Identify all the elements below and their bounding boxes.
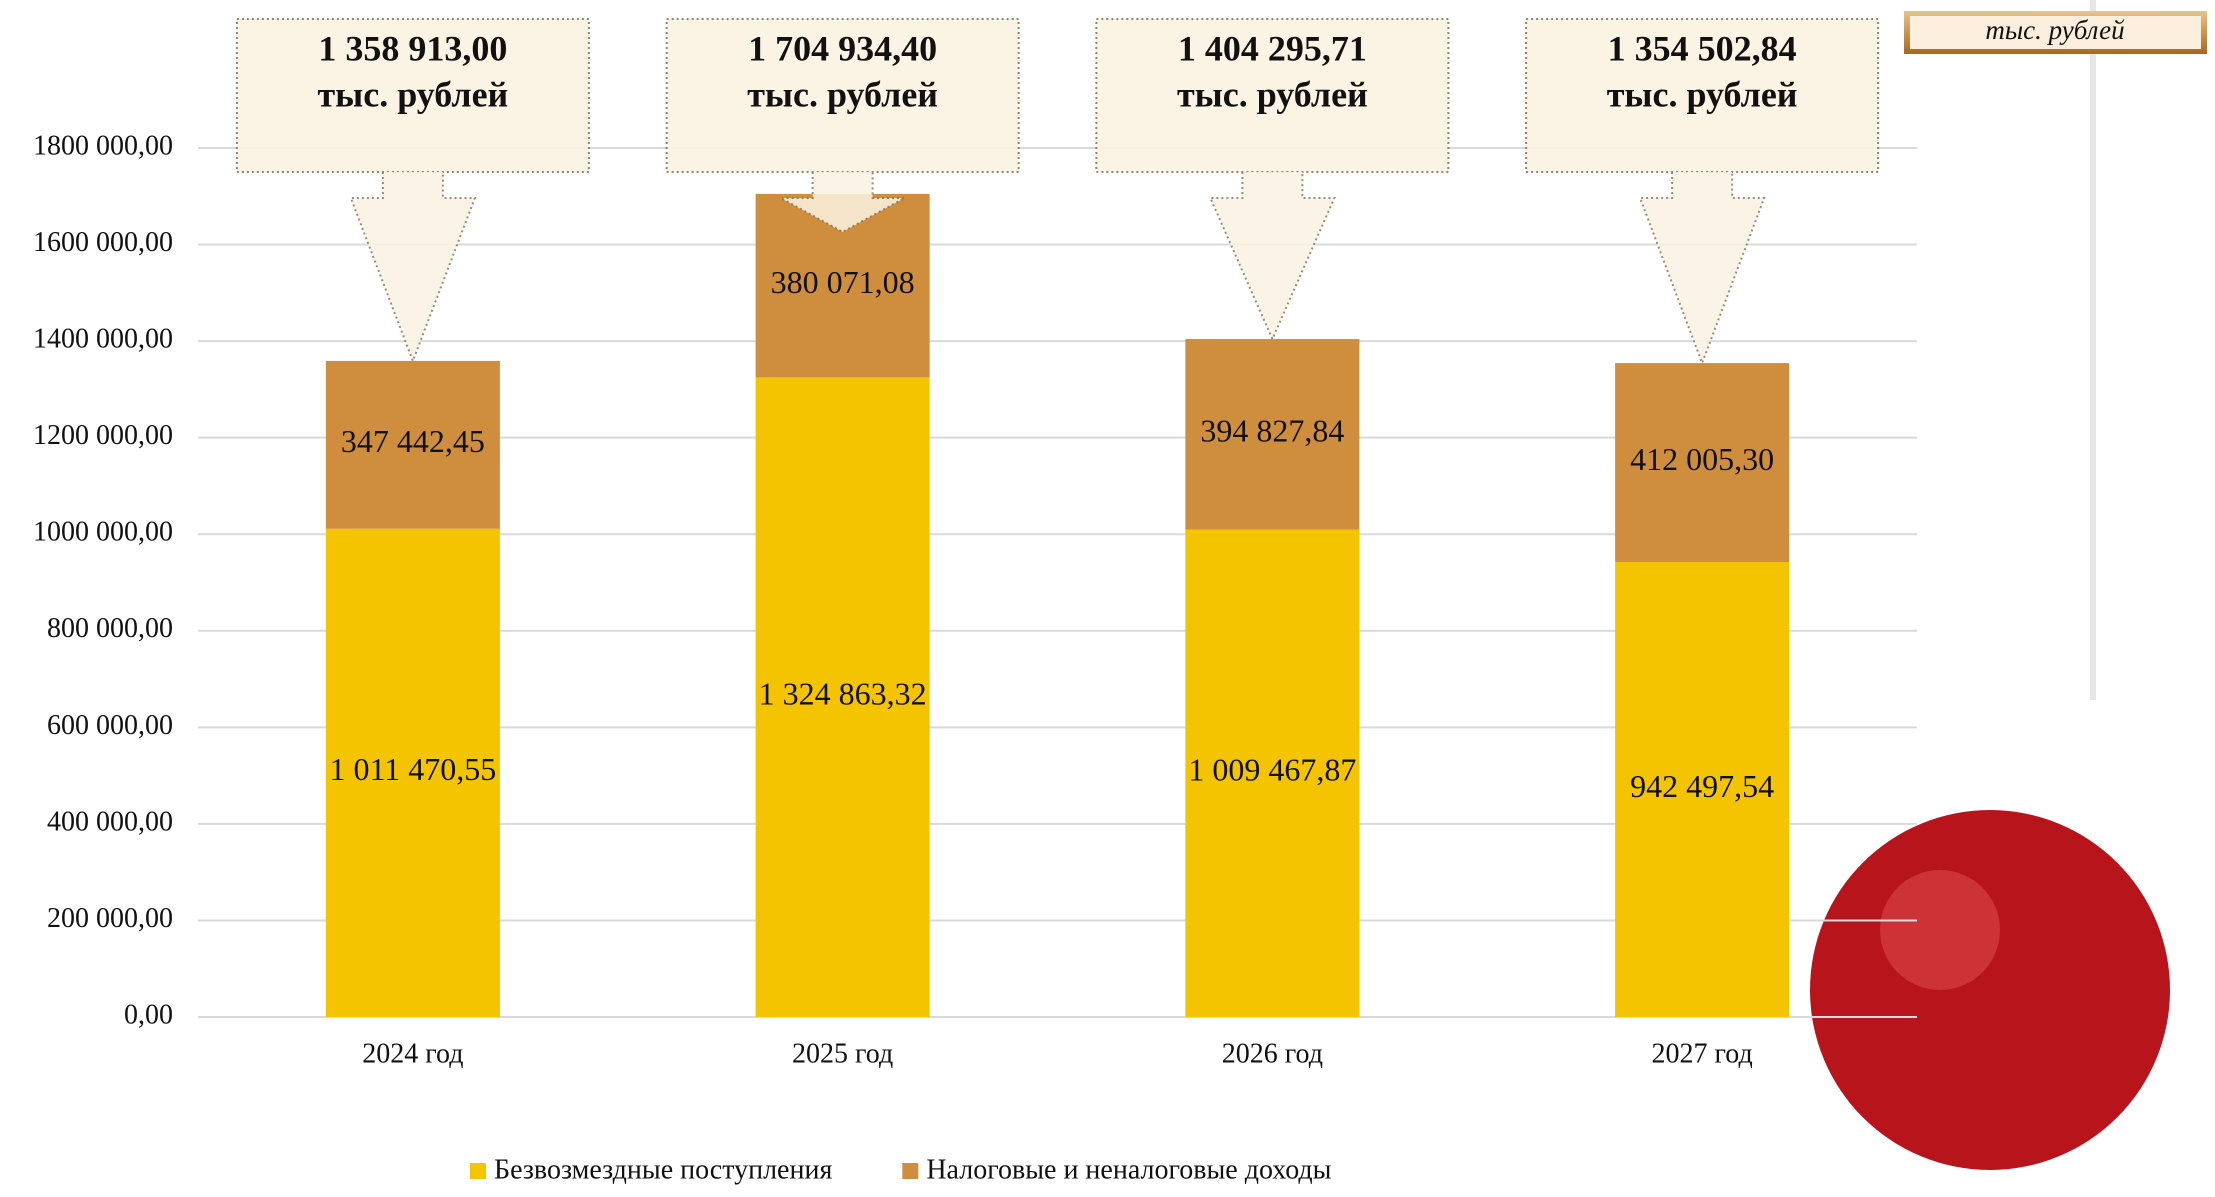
legend-label: Налоговые и неналоговые доходы	[926, 1154, 1331, 1185]
total-unit: тыс. рублей	[1177, 74, 1368, 114]
y-tick-label: 600 000,00	[47, 710, 173, 741]
callout-arrow	[1638, 172, 1766, 366]
y-tick-label: 1800 000,00	[33, 130, 173, 161]
callout-box	[235, 18, 590, 173]
data-label: 412 005,30	[1630, 441, 1774, 477]
ornament-highlight	[1880, 870, 2000, 990]
data-label: 394 827,84	[1200, 413, 1344, 449]
total-unit: тыс. рублей	[747, 74, 938, 114]
bar-segment	[755, 377, 930, 1017]
total-label: 1 354 502,84	[1608, 28, 1797, 68]
bar-segment	[325, 360, 500, 529]
unit-box-inner	[1910, 16, 2201, 49]
data-label: 1 011 470,55	[329, 751, 496, 787]
x-tick-label: 2026 год	[1222, 1038, 1323, 1069]
x-tick-label: 2024 год	[362, 1038, 463, 1069]
y-tick-label: 1400 000,00	[33, 324, 173, 355]
data-label: 1 324 863,32	[759, 676, 927, 712]
data-label: 380 071,08	[771, 264, 915, 300]
callout-box	[1095, 18, 1450, 173]
ornament-decor	[1810, 810, 2170, 1170]
bar-segment	[325, 528, 500, 1017]
bar-segment	[1185, 529, 1360, 1017]
callout-arrow	[349, 172, 477, 364]
data-label: 942 497,54	[1630, 768, 1774, 804]
total-label: 1 404 295,71	[1178, 28, 1367, 68]
bar-segment	[1615, 561, 1790, 1017]
x-tick-label: 2027 год	[1652, 1038, 1753, 1069]
y-tick-label: 0,00	[124, 999, 173, 1030]
data-label: 347 442,45	[341, 423, 485, 459]
y-tick-label: 400 000,00	[47, 806, 173, 837]
y-tick-label: 800 000,00	[47, 613, 173, 644]
bar-segment	[1615, 363, 1790, 562]
data-label: 1 009 467,87	[1188, 752, 1356, 788]
bar-segment	[1185, 339, 1360, 530]
total-unit: тыс. рублей	[317, 74, 508, 114]
legend-swatch	[902, 1163, 919, 1179]
total-unit: тыс. рублей	[1607, 74, 1798, 114]
y-tick-label: 1600 000,00	[33, 227, 173, 258]
x-tick-label: 2025 год	[792, 1038, 893, 1069]
legend-swatch	[470, 1163, 486, 1179]
callout-box	[665, 18, 1020, 173]
callout-arrow	[1208, 172, 1336, 342]
callout-arrow	[780, 172, 906, 234]
y-tick-label: 1200 000,00	[33, 420, 173, 451]
total-label: 1 704 934,40	[748, 28, 937, 68]
y-tick-label: 1000 000,00	[33, 517, 173, 548]
unit-label: тыс. рублей	[1985, 15, 2125, 45]
total-label: 1 358 913,00	[318, 28, 507, 68]
plot: 0,00 200 000,00 400 000,00 600 000,00 800 00…	[33, 18, 1917, 1185]
legend-label: Безвозмездные поступления	[494, 1154, 832, 1185]
y-tick-label: 200 000,00	[47, 903, 173, 934]
